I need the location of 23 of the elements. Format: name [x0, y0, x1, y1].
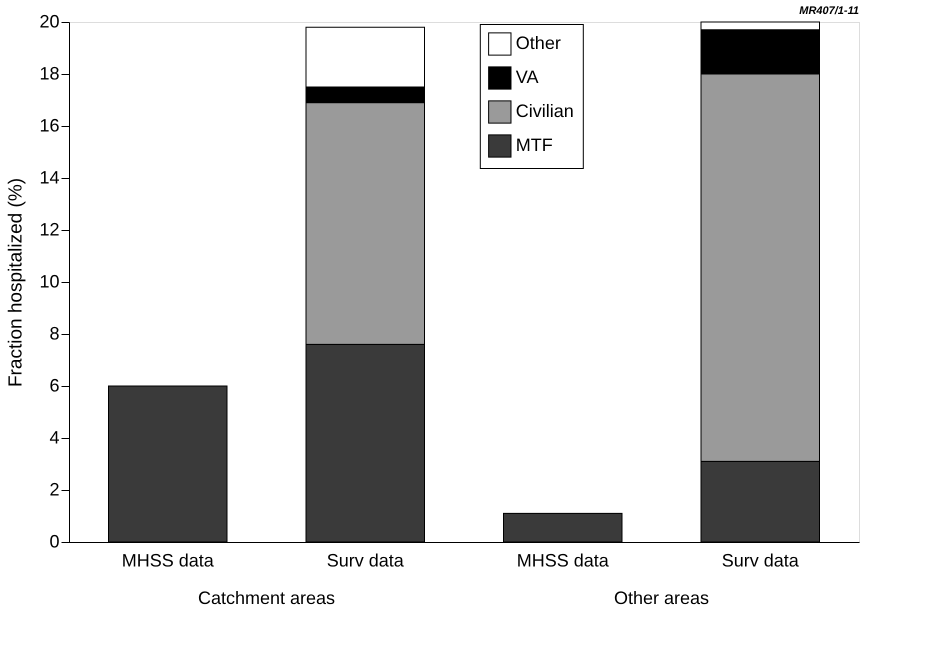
y-tick-label: 10 — [39, 272, 60, 292]
text: MR407/1-11 — [799, 5, 859, 17]
y-tick-label: 12 — [39, 220, 60, 240]
x-tick-label: Surv data — [722, 550, 800, 570]
y-tick-label: 14 — [39, 168, 60, 188]
legend-label: Other — [516, 33, 561, 53]
text: Catchment areas — [198, 588, 336, 608]
y-tick-label: 20 — [39, 12, 60, 32]
legend-label: VA — [516, 67, 538, 87]
y-tick-label: 2 — [49, 480, 60, 500]
x-tick-label: MHSS data — [516, 550, 610, 570]
text: Other areas — [614, 588, 710, 608]
y-tick-label: 18 — [39, 64, 60, 84]
legend-label: MTF — [516, 135, 553, 155]
y-tick-label: 6 — [49, 376, 60, 396]
x-tick-label: Surv data — [326, 550, 405, 570]
y-tick-label: 16 — [39, 116, 60, 136]
y-tick-label: 8 — [49, 324, 60, 344]
legend-label: Civilian — [516, 101, 574, 121]
y-tick-label: 4 — [49, 428, 60, 448]
y-tick-label: 0 — [49, 532, 60, 552]
y-axis-title: Fraction hospitalized (%) — [5, 178, 26, 388]
x-tick-label: MHSS data — [122, 550, 215, 570]
